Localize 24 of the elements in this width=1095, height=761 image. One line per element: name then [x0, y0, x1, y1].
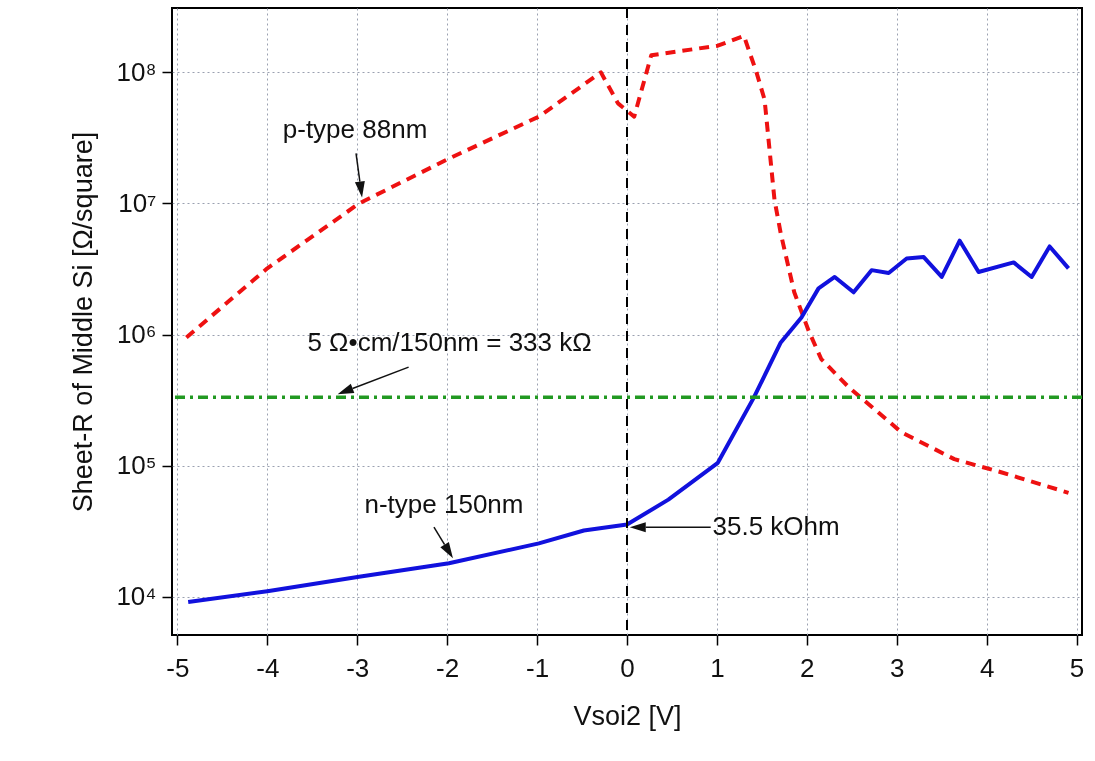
x-tick-label: 3 — [890, 652, 905, 683]
x-tick-label: 1 — [710, 652, 725, 683]
ref-line-label: 5 Ω•cm/150nm = 333 kΩ — [307, 327, 592, 358]
y-axis-title: Sheet-R of Middle Si [Ω/square] — [68, 131, 99, 513]
x-tick-label: 2 — [800, 652, 815, 683]
x-tick-label: -2 — [436, 652, 460, 683]
line-series — [186, 238, 1071, 605]
x-axis-title: Vsoi2 [V] — [573, 700, 682, 731]
y-tick-label: 10⁸ — [116, 56, 157, 87]
x-tick-label: 5 — [1069, 652, 1085, 683]
y-tick-label: 10⁷ — [118, 187, 157, 218]
series-label: n-type 150nm — [364, 489, 524, 520]
x-tick-label: -4 — [256, 652, 280, 683]
annotation: 35.5 kOhm — [712, 511, 840, 542]
x-tick-label: -5 — [166, 652, 190, 683]
y-tick-label: 10⁵ — [116, 450, 157, 481]
x-tick-label: -3 — [346, 652, 370, 683]
series-label: p-type 88nm — [282, 114, 428, 145]
x-tick-label: -1 — [526, 652, 550, 683]
y-tick-label: 10⁶ — [116, 319, 157, 350]
x-tick-label: 4 — [979, 652, 995, 683]
line-series — [184, 33, 1071, 495]
x-tick-label: 0 — [620, 652, 635, 683]
y-tick-label: 10⁴ — [116, 581, 157, 612]
